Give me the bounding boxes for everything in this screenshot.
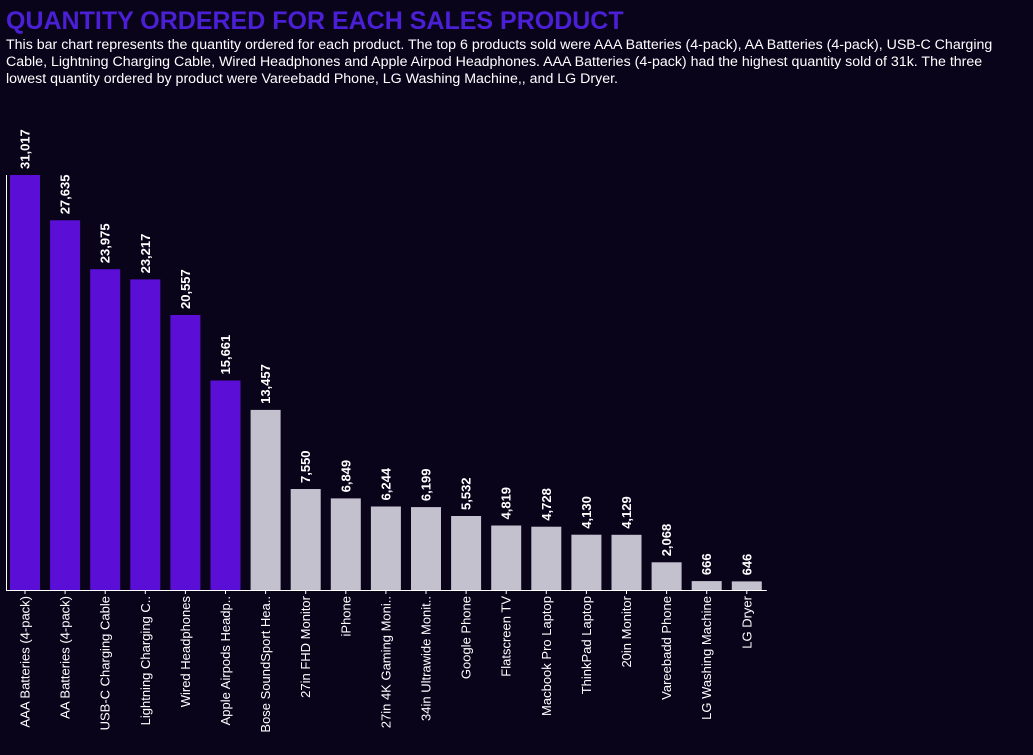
bar <box>370 506 401 590</box>
x-tick-label: iPhone <box>338 596 353 636</box>
bar <box>250 409 281 590</box>
x-tick-label: 27in FHD Monitor <box>298 595 313 698</box>
bar-value-label: 4,819 <box>499 487 514 520</box>
bar-value-label: 4,129 <box>619 496 634 529</box>
x-tick-label: Lightning Charging C.. <box>138 596 153 725</box>
bar <box>691 581 722 590</box>
bar <box>411 507 441 590</box>
bar-value-label: 5,532 <box>459 477 474 510</box>
x-tick-label: Vareebadd Phone <box>659 596 674 700</box>
x-tick-label: 20in Monitor <box>619 595 634 667</box>
chart-title: QUANTITY ORDERED FOR EACH SALES PRODUCT <box>6 7 624 35</box>
bar-value-label: 2,068 <box>659 524 674 557</box>
bar <box>731 581 762 590</box>
bar-value-label: 31,017 <box>18 129 33 169</box>
bar <box>571 534 602 590</box>
bar <box>491 525 522 590</box>
x-tick-label: 27in 4K Gaming Moni.. <box>378 596 393 728</box>
bar-value-label: 6,244 <box>378 467 393 500</box>
bar-value-label: 6,199 <box>419 469 434 502</box>
bar <box>90 269 121 590</box>
bar <box>290 489 321 590</box>
bar-value-label: 646 <box>739 554 754 576</box>
bar-value-label: 23,975 <box>98 223 113 263</box>
bar-value-label: 666 <box>699 553 714 575</box>
x-tick-label: AAA Batteries (4-pack) <box>18 596 33 728</box>
x-tick-label: Apple Airpods Headp.. <box>218 596 233 725</box>
bar-value-label: 7,550 <box>298 450 313 483</box>
bar-value-label: 15,661 <box>218 335 233 375</box>
x-tick-label: Wired Headphones <box>178 596 193 708</box>
x-tick-label: AA Batteries (4-pack) <box>58 596 73 719</box>
bar-value-label: 20,557 <box>178 269 193 309</box>
x-tick-label: Macbook Pro Laptop <box>539 596 554 716</box>
bar <box>210 380 241 590</box>
bar-value-label: 4,130 <box>579 496 594 529</box>
bar <box>50 220 81 591</box>
x-tick-label: USB-C Charging Cable <box>98 596 113 730</box>
bar-value-label: 13,457 <box>258 364 273 404</box>
bar-value-label: 6,849 <box>338 460 353 493</box>
bar <box>531 526 562 590</box>
bar-value-label: 4,728 <box>539 488 554 521</box>
chart-description: This bar chart represents the quantity o… <box>6 37 993 87</box>
x-tick-label: LG Washing Machine <box>699 596 714 720</box>
bar <box>130 279 161 590</box>
bar-value-label: 23,217 <box>138 234 153 274</box>
x-tick-label: Flatscreen TV <box>499 596 514 677</box>
x-tick-label: Bose SoundSport Hea.. <box>258 596 273 733</box>
x-tick-label: ThinkPad Laptop <box>579 596 594 694</box>
bar <box>170 315 201 590</box>
x-tick-label: Google Phone <box>459 596 474 679</box>
bar <box>10 175 40 590</box>
bar <box>330 498 361 590</box>
bar <box>451 516 482 590</box>
x-tick-label: 34in Ultrawide Monit.. <box>419 596 434 721</box>
bar <box>651 562 682 590</box>
bar-value-label: 27,635 <box>58 175 73 215</box>
bar <box>611 534 642 590</box>
x-tick-label: LG Dryer <box>739 595 754 648</box>
